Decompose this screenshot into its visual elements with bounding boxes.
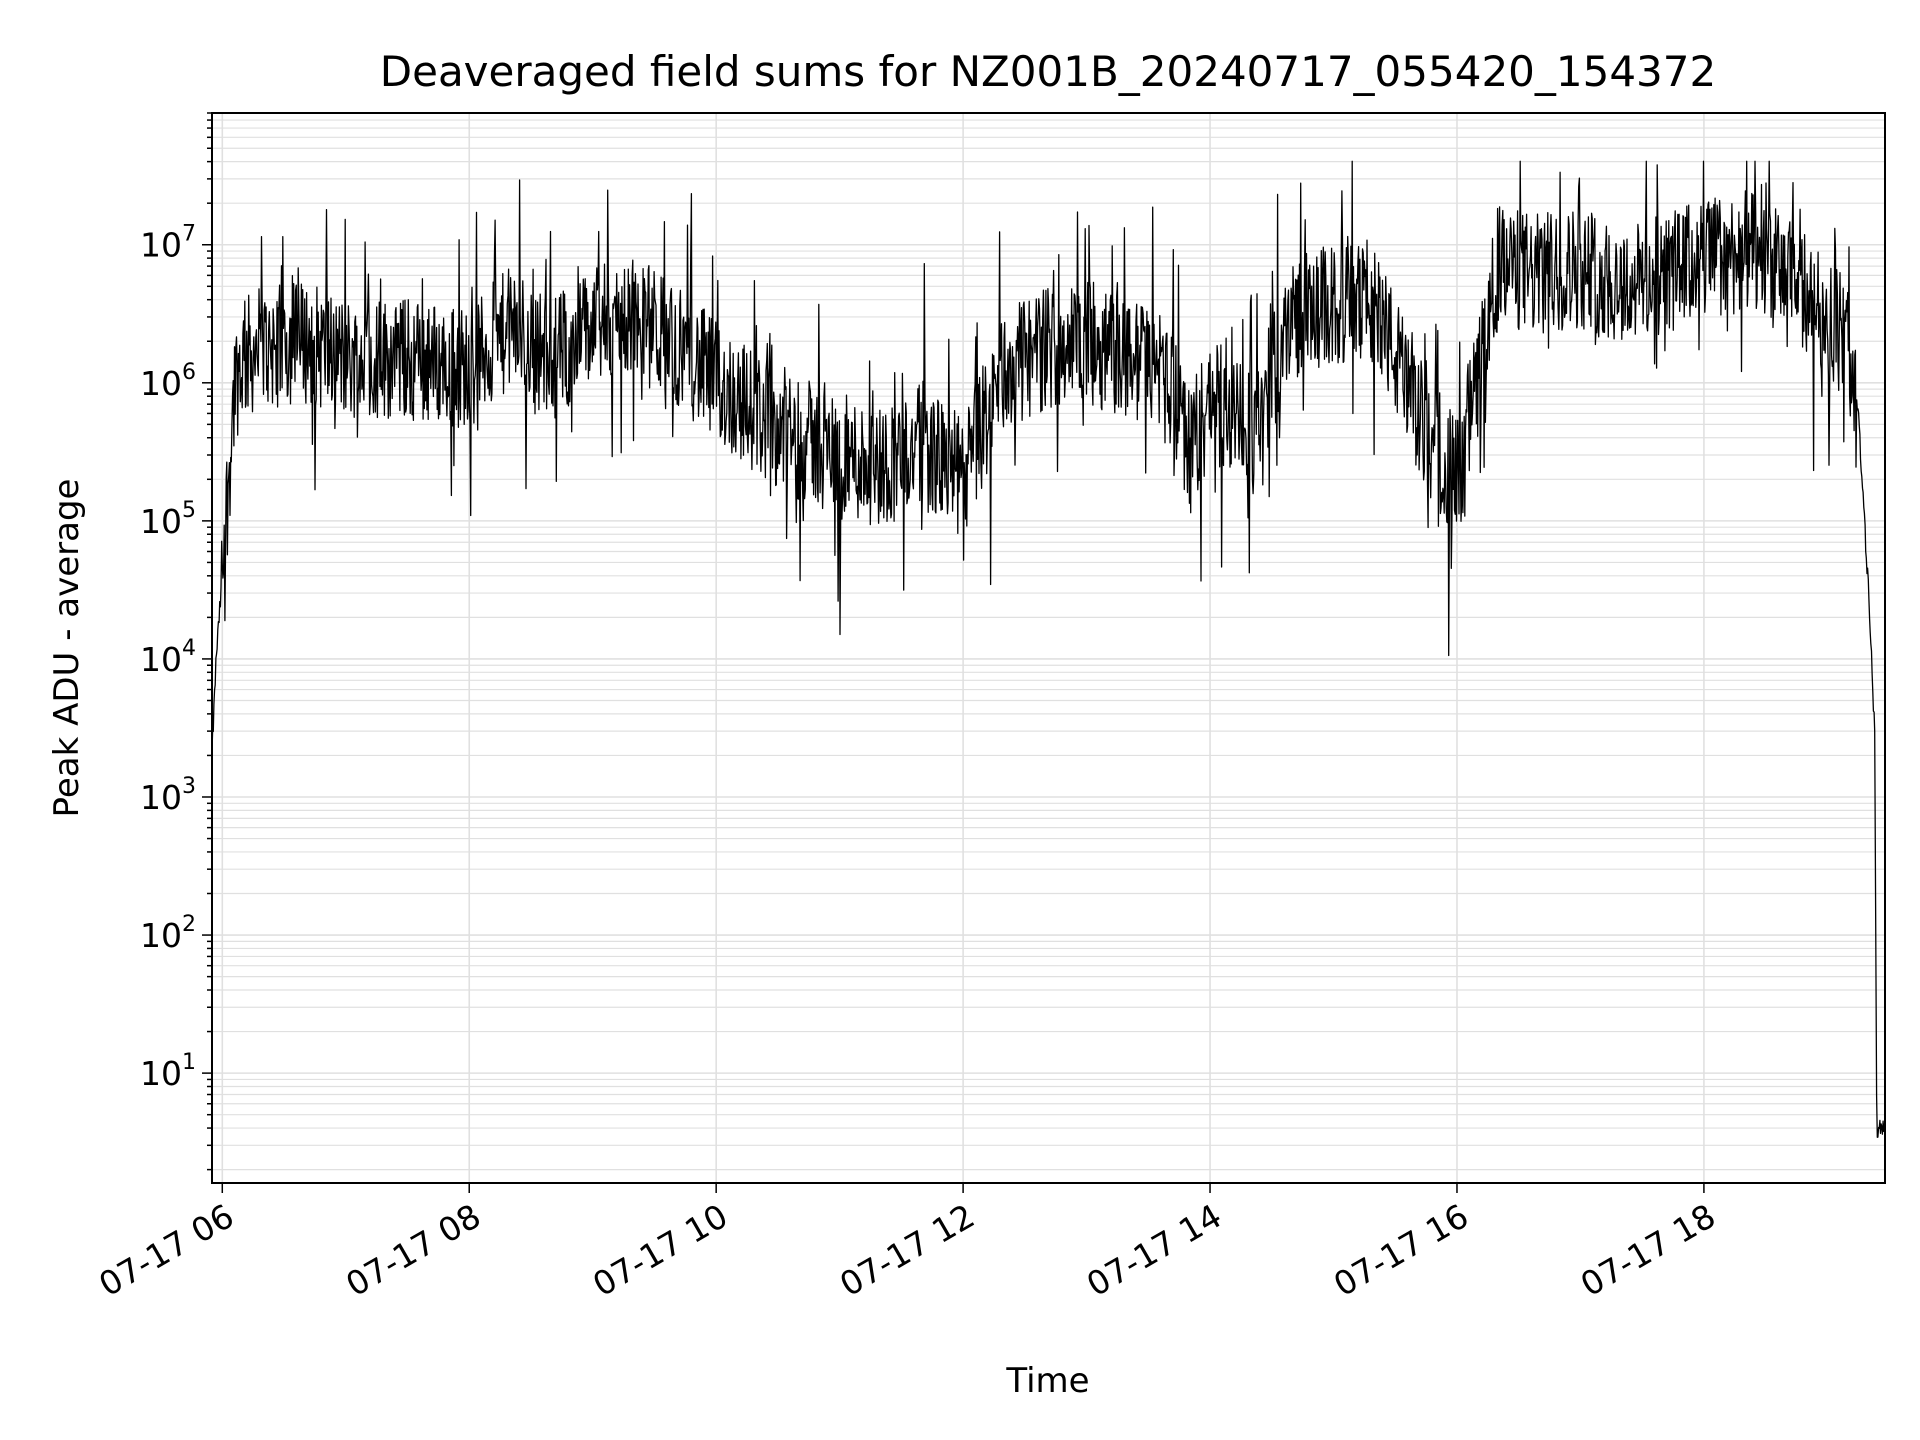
y-tick-label: 105 — [140, 498, 196, 541]
chart-title: Deaveraged field sums for NZ001B_2024071… — [380, 47, 1716, 96]
x-tick-label: 07-17 12 — [833, 1196, 981, 1304]
x-ticks: 07-17 06 07-17 08 07-17 10 07-17 12 07-17 14… — [92, 1183, 1722, 1304]
y-ticks: 101 102 103 104 105 106 107 — [140, 112, 212, 1171]
y-tick-label: 106 — [140, 360, 196, 403]
x-tick-label: 07-17 18 — [1574, 1196, 1722, 1304]
y-tick-label: 101 — [140, 1050, 196, 1093]
x-axis-label: Time — [1005, 1361, 1089, 1401]
x-tick-label: 07-17 16 — [1327, 1196, 1475, 1304]
grid-lines — [212, 112, 1885, 1183]
y-tick-label: 103 — [140, 774, 196, 817]
x-tick-label: 07-17 08 — [339, 1196, 487, 1304]
series-line — [211, 160, 1886, 1138]
plot-frame — [211, 112, 1886, 1184]
x-tick-label: 07-17 14 — [1080, 1196, 1228, 1304]
x-tick-label: 07-17 10 — [586, 1196, 734, 1304]
x-tick-label: 07-17 06 — [92, 1196, 240, 1304]
y-tick-label: 107 — [140, 222, 196, 265]
y-axis-label: Peak ADU - average — [47, 479, 87, 818]
y-tick-label: 104 — [140, 636, 196, 679]
y-tick-label: 102 — [140, 912, 196, 955]
